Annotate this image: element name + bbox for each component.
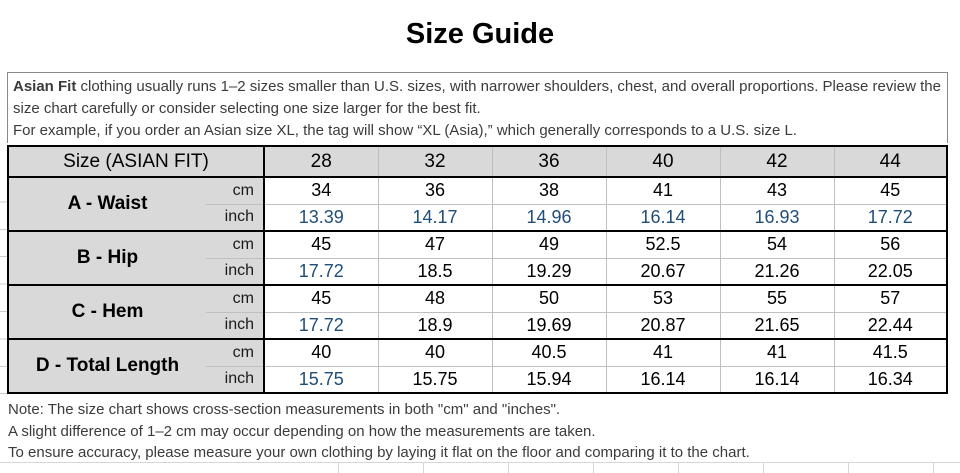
- cm-value-cell: 45: [833, 176, 947, 204]
- inch-value-cell: 16.14: [605, 203, 720, 231]
- measurement-row-cm: B - Hip cm 45 47 49 52.5 54 56: [8, 230, 947, 285]
- unit-label-inch: inch: [206, 203, 264, 231]
- inch-value-cell: 21.65: [719, 311, 834, 339]
- note-line: A slight difference of 1–2 cm may occur …: [8, 422, 596, 440]
- measurement-row-cm: A - Waist cm 34 36 38 41 43 45: [8, 176, 947, 231]
- inch-value-cell: 20.87: [605, 311, 720, 339]
- inch-value-cell: 17.72: [833, 203, 947, 231]
- row-label: C - Hem: [8, 284, 206, 339]
- cm-value-cell: 43: [719, 176, 834, 204]
- cm-value-cell: 53: [605, 284, 720, 312]
- inch-value-cell: 17.72: [263, 311, 378, 339]
- table-corner-header: Size (ASIAN FIT): [8, 146, 264, 178]
- unit-label-cm: cm: [206, 176, 264, 204]
- inch-value-cell: 15.94: [491, 365, 606, 393]
- notes-block: Note: The size chart shows cross-section…: [8, 399, 948, 464]
- cm-value-cell: 40: [377, 338, 492, 366]
- inch-value-cell: 19.69: [491, 311, 606, 339]
- cm-value-cell: 38: [491, 176, 606, 204]
- cm-value-cell: 47: [377, 230, 492, 258]
- unit-label-cm: cm: [206, 230, 264, 258]
- size-column-header: 40: [605, 146, 720, 178]
- inch-value-cell: 15.75: [377, 365, 492, 393]
- unit-label-inch: inch: [206, 311, 264, 339]
- row-label: A - Waist: [8, 176, 206, 231]
- inch-value-cell: 19.29: [491, 257, 606, 285]
- cm-value-cell: 40.5: [491, 338, 606, 366]
- spreadsheet-gridline-row: [0, 462, 960, 473]
- cm-value-cell: 56: [833, 230, 947, 258]
- inch-value-cell: 16.34: [833, 365, 947, 393]
- inch-value-cell: 16.14: [605, 365, 720, 393]
- cm-value-cell: 57: [833, 284, 947, 312]
- inch-value-cell: 20.67: [605, 257, 720, 285]
- size-table-body: A - Waist cm 34 36 38 41 43 45 inch 13.39 14.17 14.…: [8, 176, 947, 393]
- unit-label-inch: inch: [206, 257, 264, 285]
- inch-value-cell: 14.17: [377, 203, 492, 231]
- size-header-row: Size (ASIAN FIT) 28 32 36 40 42 44: [8, 146, 947, 178]
- cm-value-cell: 41: [719, 338, 834, 366]
- cm-value-cell: 54: [719, 230, 834, 258]
- intro-lead-bold: Asian Fit: [13, 78, 77, 95]
- inch-value-cell: 13.39: [263, 203, 378, 231]
- size-column-header: 42: [719, 146, 834, 178]
- spreadsheet-column-gridline-stubs: [338, 463, 960, 473]
- measurement-row-inch: inch 17.72 18.9 19.69 20.87 21.65 22.44: [8, 311, 947, 339]
- cm-value-cell: 41: [605, 338, 720, 366]
- cm-value-cell: 55: [719, 284, 834, 312]
- size-column-header: 32: [377, 146, 492, 178]
- intro-lead-text: clothing usually runs 1–2 sizes smaller …: [13, 78, 941, 117]
- cm-value-cell: 36: [377, 176, 492, 204]
- cm-value-cell: 49: [491, 230, 606, 258]
- cm-value-cell: 48: [377, 284, 492, 312]
- spreadsheet-row-gridline-stubs: [0, 175, 7, 396]
- row-label: D - Total Length: [8, 338, 206, 393]
- measurement-row-cm: C - Hem cm 45 48 50 53 55 57: [8, 284, 947, 339]
- unit-label-cm: cm: [206, 338, 264, 366]
- intro-box: Asian Fit clothing usually runs 1–2 size…: [7, 72, 948, 143]
- intro-example-line: For example, if you order an Asian size …: [13, 122, 797, 139]
- inch-value-cell: 18.9: [377, 311, 492, 339]
- measurement-row-inch: inch 17.72 18.5 19.29 20.67 21.26 22.05: [8, 257, 947, 285]
- size-column-header: 28: [263, 146, 378, 178]
- cm-value-cell: 41.5: [833, 338, 947, 366]
- inch-value-cell: 14.96: [491, 203, 606, 231]
- measurement-row-inch: inch 15.75 15.75 15.94 16.14 16.14 16.34: [8, 365, 947, 393]
- cm-value-cell: 50: [491, 284, 606, 312]
- cm-value-cell: 52.5: [605, 230, 720, 258]
- page-title: Size Guide: [405, 18, 555, 50]
- row-label: B - Hip: [8, 230, 206, 285]
- inch-value-cell: 15.75: [263, 365, 378, 393]
- inch-value-cell: 18.5: [377, 257, 492, 285]
- inch-value-cell: 21.26: [719, 257, 834, 285]
- cm-value-cell: 45: [263, 284, 378, 312]
- unit-label-cm: cm: [206, 284, 264, 312]
- size-chart-table: Size (ASIAN FIT) 28 32 36 40 42 44 A - Waist c…: [7, 145, 948, 394]
- inch-value-cell: 22.44: [833, 311, 947, 339]
- inch-value-cell: 16.14: [719, 365, 834, 393]
- inch-value-cell: 22.05: [833, 257, 947, 285]
- note-line: Note: The size chart shows cross-section…: [8, 401, 561, 418]
- cm-value-cell: 41: [605, 176, 720, 204]
- unit-label-inch: inch: [206, 365, 264, 393]
- inch-value-cell: 17.72: [263, 257, 378, 285]
- inch-value-cell: 16.93: [719, 203, 834, 231]
- cm-value-cell: 34: [263, 176, 378, 204]
- size-column-header: 36: [491, 146, 606, 178]
- cm-value-cell: 45: [263, 230, 378, 258]
- measurement-row-inch: inch 13.39 14.17 14.96 16.14 16.93 17.72: [8, 203, 947, 231]
- cm-value-cell: 40: [263, 338, 378, 366]
- note-line: To ensure accuracy, please measure your …: [8, 444, 750, 461]
- size-column-header: 44: [833, 146, 947, 178]
- measurement-row-cm: D - Total Length cm 40 40 40.5 41 41 41.5: [8, 338, 947, 393]
